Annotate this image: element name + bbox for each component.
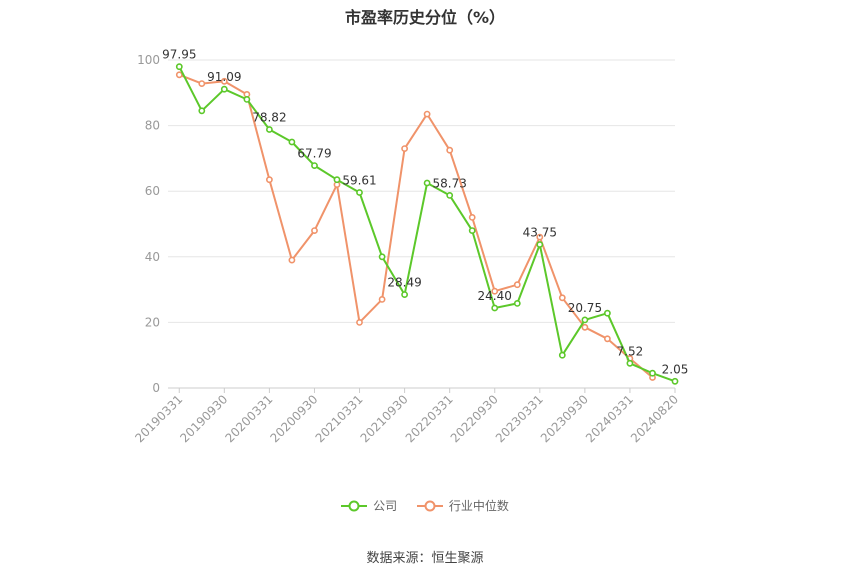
point-s0-0: [175, 63, 183, 71]
data-label-2: 91.09: [207, 70, 241, 84]
data-label-8: 59.61: [342, 174, 376, 188]
x-tick-label-20210331: 20210331: [313, 392, 366, 445]
point-s0-6: [311, 162, 318, 169]
point-s1-19: [604, 335, 611, 343]
legend: 公司 行业中位数: [0, 497, 850, 515]
point-s0-9: [378, 253, 386, 261]
grid-lines: 0 20 40 60 80 100: [137, 53, 675, 395]
point-s0-20: [626, 359, 634, 367]
point-s1-13: [468, 213, 476, 221]
x-tick-label-20220930: 20220930: [448, 392, 501, 445]
x-axis: 2019033120190930202003312020093020210331…: [132, 387, 681, 445]
y-tick-label-0: 0: [152, 381, 160, 395]
point-s1-0: [175, 71, 183, 79]
data-label-10: 28.49: [387, 276, 421, 290]
point-s0-22: [671, 377, 679, 385]
y-tick-label-100: 100: [137, 53, 160, 67]
x-tick-label-20210930: 20210930: [358, 392, 411, 445]
point-s0-10: [401, 291, 408, 298]
data-label-0: 97.95: [162, 48, 196, 62]
data-label-20: 7.52: [617, 344, 644, 358]
legend-label-industry-median: 行业中位数: [448, 499, 509, 513]
legend-marker-company: [341, 500, 368, 511]
point-s0-12: [446, 191, 454, 199]
x-tick-label-20190331: 20190331: [132, 392, 185, 445]
chart-title: 市盈率历史分位（%）: [344, 8, 506, 27]
point-s1-15: [513, 281, 521, 289]
point-s1-5: [288, 256, 296, 264]
data-label-4: 78.82: [252, 111, 286, 125]
series-line-1: [178, 73, 654, 379]
y-tick-label-40: 40: [145, 250, 160, 264]
point-s0-2: [220, 85, 228, 93]
point-s0-13: [468, 227, 476, 234]
point-s1-1: [198, 80, 206, 87]
x-tick-label-20200331: 20200331: [222, 392, 275, 445]
point-s0-1: [198, 107, 206, 115]
point-s1-17: [558, 294, 566, 302]
x-tick-label-20230331: 20230331: [493, 392, 546, 445]
point-s1-10: [401, 145, 408, 152]
point-s0-11: [423, 179, 431, 187]
point-s1-9: [378, 295, 386, 303]
y-tick-label-20: 20: [145, 315, 160, 329]
point-s1-11: [423, 110, 431, 118]
x-tick-label-20230930: 20230930: [538, 392, 591, 445]
source-note: 数据来源：恒生聚源: [366, 551, 484, 566]
point-s0-5: [288, 138, 296, 146]
point-s1-14: [491, 287, 499, 295]
data-label-18: 20.75: [568, 301, 602, 315]
point-s0-15: [513, 299, 521, 307]
data-label-22: 2.05: [662, 362, 689, 376]
point-s0-19: [604, 309, 611, 317]
y-tick-label-80: 80: [145, 119, 160, 133]
legend-marker-industry-median: [416, 500, 443, 511]
data-label-6: 67.79: [297, 147, 331, 161]
point-s1-2: [220, 77, 228, 85]
point-s0-16: [536, 241, 544, 248]
point-s1-16: [536, 233, 544, 241]
point-s0-14: [491, 304, 499, 312]
point-s0-21: [649, 369, 656, 377]
legend-item-company[interactable]: 公司: [341, 497, 397, 514]
x-tick-label-20240331: 20240331: [583, 392, 636, 445]
data-labels: 97.95 91.09 78.82 67.79 59.61 28.49 58.73 24.40…: [162, 48, 688, 377]
x-tick-label-20240820: 20240820: [628, 392, 681, 445]
legend-label-company: 公司: [373, 499, 398, 513]
point-s1-8: [356, 318, 363, 326]
point-s0-3: [243, 96, 251, 103]
y-tick-label-60: 60: [145, 184, 160, 198]
point-s0-18: [581, 316, 589, 324]
point-s1-6: [311, 227, 318, 234]
point-s0-17: [558, 351, 566, 359]
data-label-14: 24.40: [478, 289, 512, 303]
legend-item-industry-median[interactable]: 行业中位数: [416, 497, 509, 514]
point-s1-12: [446, 146, 454, 154]
data-label-16: 43.75: [523, 226, 557, 240]
point-s1-4: [265, 176, 273, 184]
point-s1-18: [581, 323, 589, 331]
point-s0-4: [265, 126, 273, 133]
x-tick-label-20190930: 20190930: [177, 392, 230, 445]
data-label-12: 58.73: [433, 176, 467, 190]
x-tick-label-20220331: 20220331: [403, 392, 456, 445]
x-tick-label-20200930: 20200930: [267, 392, 320, 445]
point-s0-8: [356, 189, 363, 196]
point-s0-7: [333, 176, 341, 184]
series-lines: [175, 63, 679, 385]
